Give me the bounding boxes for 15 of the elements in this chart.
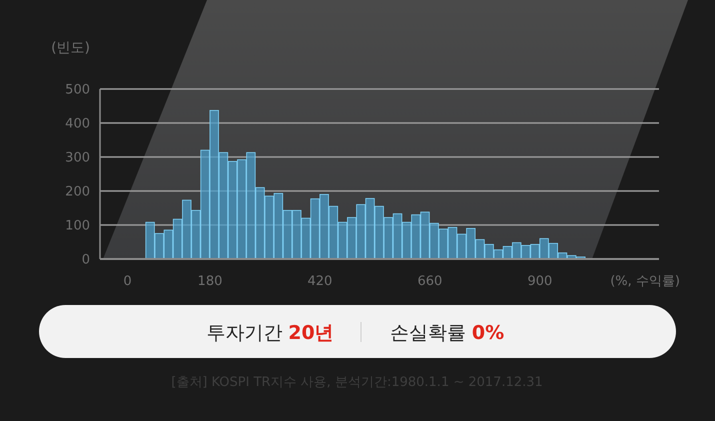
x-tick-label: 420 [308, 274, 332, 289]
y-tick-label: 400 [65, 116, 90, 132]
y-tick-label: 500 [65, 82, 90, 98]
x-tick-label: 900 [527, 274, 552, 289]
x-axis-title: (%, 수익률) [610, 274, 680, 289]
y-axis-title: (빈도) [51, 40, 90, 56]
y-tick-label: 300 [65, 150, 90, 166]
y-tick-label: 0 [82, 252, 90, 268]
y-tick-label: 100 [65, 218, 90, 234]
x-tick-label: 180 [198, 274, 222, 289]
text: 투자기간 20년 [206, 322, 334, 344]
x-tick-label: 0 [123, 274, 132, 289]
y-tick-label: 200 [65, 184, 90, 200]
x-tick-label: 660 [417, 274, 442, 289]
text: 손실확률 0% [390, 322, 504, 344]
